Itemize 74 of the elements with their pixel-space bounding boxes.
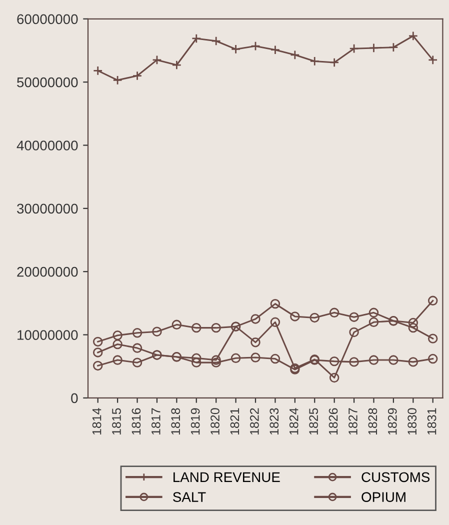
- point: [428, 55, 438, 65]
- x-tick-label: 1821: [230, 408, 240, 435]
- point: [408, 322, 418, 333]
- legend-label: OPIUM: [362, 492, 406, 502]
- point: [368, 355, 379, 365]
- x-tick-label: 1825: [309, 408, 318, 435]
- point: [408, 357, 418, 367]
- legend-label: SALT: [173, 492, 206, 502]
- point: [211, 355, 221, 365]
- legend-label: CUSTOMS: [362, 472, 430, 482]
- point: [192, 353, 202, 364]
- point: [230, 353, 241, 364]
- point: [270, 317, 280, 327]
- point: [428, 296, 438, 306]
- point: [92, 348, 103, 358]
- point: [408, 318, 418, 328]
- x-tick-label: 1830: [408, 408, 417, 435]
- point: [270, 298, 280, 309]
- point: [270, 354, 280, 364]
- x-tick-label: 1824: [289, 408, 298, 435]
- point: [349, 327, 359, 338]
- y-tick-label: 30000000: [17, 204, 78, 214]
- point: [192, 322, 202, 333]
- y-tick-label: 50000000: [17, 77, 78, 88]
- point: [132, 358, 142, 368]
- point: [152, 326, 162, 336]
- point: [250, 314, 260, 324]
- point: [329, 372, 340, 383]
- x-tick-label: 1819: [190, 408, 200, 435]
- x-tick-label: 1820: [210, 408, 220, 435]
- y-tick-label: 40000000: [16, 140, 78, 150]
- x-tick-label: 1828: [368, 408, 378, 435]
- point: [250, 352, 260, 362]
- y-tick-label: 20000000: [17, 266, 78, 277]
- point: [408, 31, 418, 41]
- point: [152, 55, 162, 65]
- point: [132, 343, 142, 353]
- x-tick-label: 1829: [388, 408, 397, 435]
- point: [310, 312, 320, 323]
- point: [388, 355, 398, 365]
- point: [428, 334, 438, 344]
- y-tick-label: 0: [71, 393, 78, 404]
- point: [329, 308, 340, 318]
- point: [211, 322, 221, 333]
- point: [112, 330, 122, 340]
- point: [172, 320, 182, 330]
- x-tick-label: 1831: [427, 408, 436, 435]
- point: [192, 358, 202, 368]
- x-tick-label: 1816: [132, 408, 141, 435]
- x-tick-label: 1826: [328, 408, 338, 435]
- point: [329, 356, 340, 366]
- point: [368, 317, 379, 327]
- x-tick-label: 1818: [171, 408, 180, 435]
- point: [92, 360, 103, 371]
- point: [349, 357, 359, 367]
- point: [368, 308, 379, 318]
- point: [428, 354, 438, 364]
- point: [349, 312, 359, 322]
- x-tick-label: 1817: [151, 408, 160, 435]
- x-tick-label: 1822: [250, 408, 259, 435]
- y-tick-label: 10000000: [18, 330, 78, 340]
- point: [112, 339, 122, 350]
- x-tick-label: 1814: [92, 408, 102, 435]
- legend-label: LAND REVENUE: [174, 472, 280, 482]
- point: [112, 355, 122, 365]
- point: [290, 312, 300, 322]
- point: [92, 336, 103, 347]
- point: [211, 358, 221, 368]
- y-tick-label: 60000000: [17, 14, 78, 24]
- x-tick-label: 1815: [112, 408, 121, 435]
- point: [132, 328, 142, 338]
- point: [250, 337, 260, 348]
- x-tick-label: 1823: [270, 408, 279, 435]
- x-tick-label: 1827: [348, 408, 358, 435]
